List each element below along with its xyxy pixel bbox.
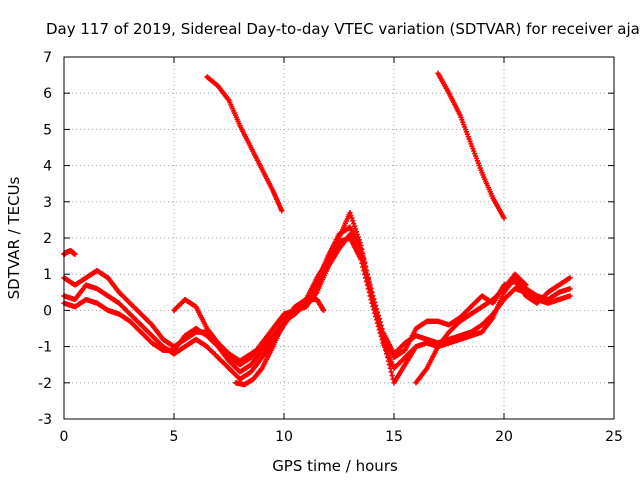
x-tick-label: 10: [275, 429, 293, 445]
x-tick-label: 15: [385, 429, 403, 445]
y-tick-label: 1: [43, 267, 52, 283]
plot-frame: [63, 56, 615, 420]
data-point: [359, 246, 365, 253]
data-point: [523, 282, 529, 288]
data-point: [370, 296, 376, 303]
data-point: [354, 231, 360, 237]
data-point: [383, 347, 389, 353]
data-point: [374, 315, 381, 321]
data-point: [356, 237, 362, 243]
data-point: [384, 354, 391, 361]
series-track-6: [61, 231, 573, 375]
series-track-1: [204, 74, 285, 214]
y-tick-label: -3: [38, 412, 52, 428]
y-tick-label: 0: [43, 303, 52, 319]
data-point: [386, 362, 393, 368]
data-point: [349, 215, 355, 221]
data-point: [362, 259, 368, 265]
x-axis-label: GPS time / hours: [272, 457, 398, 475]
data-point: [351, 220, 357, 227]
data-point: [380, 336, 386, 342]
data-point: [363, 267, 370, 274]
x-tick-label: 25: [605, 429, 623, 445]
x-tick-label: 5: [170, 429, 179, 445]
data-point: [378, 329, 384, 335]
data-point: [389, 372, 395, 379]
x-tick-label: 0: [60, 429, 69, 445]
data-point: [379, 333, 385, 339]
data-point: [366, 280, 372, 286]
data-point: [413, 344, 419, 350]
data-point: [567, 286, 573, 292]
y-tick-label: 4: [43, 159, 52, 175]
data-point: [373, 311, 380, 317]
data-point: [360, 251, 366, 257]
data-point: [357, 239, 363, 246]
y-tick-label: 6: [43, 86, 52, 102]
y-tick-label: -2: [38, 376, 52, 392]
data-point: [351, 223, 358, 229]
y-axis-label: SDTVAR / TECUs: [5, 176, 23, 299]
data-point: [371, 300, 377, 306]
y-tick-label: 2: [43, 231, 52, 247]
y-tick-label: -1: [38, 340, 52, 356]
data-point: [372, 304, 378, 310]
data-point: [72, 251, 78, 257]
data-point: [362, 263, 369, 269]
series-track-8: [233, 296, 327, 388]
data-point: [381, 340, 387, 346]
data-marks: [61, 70, 573, 388]
y-tick-label: 5: [43, 122, 52, 138]
x-tick-label: 20: [495, 429, 513, 445]
data-point: [376, 322, 382, 328]
data-point: [377, 325, 383, 332]
series-track-2: [435, 70, 507, 221]
data-point: [358, 242, 364, 248]
data-point: [367, 284, 373, 291]
data-point: [375, 318, 382, 324]
data-point: [348, 212, 354, 218]
data-point: [321, 307, 327, 313]
data-point: [353, 229, 360, 235]
data-point: [522, 281, 528, 287]
data-point: [501, 215, 507, 221]
y-tick-label: 3: [43, 195, 52, 211]
data-point: [567, 293, 573, 299]
data-point: [365, 276, 371, 282]
data-point: [387, 365, 393, 371]
data-point: [350, 218, 356, 224]
data-point: [384, 351, 390, 357]
data-point: [368, 289, 374, 295]
data-point: [369, 293, 375, 299]
data-point: [279, 208, 285, 214]
data-point: [355, 234, 361, 240]
data-point: [382, 344, 388, 350]
series-track-9: [413, 271, 529, 386]
data-point: [347, 210, 353, 216]
data-point: [373, 307, 379, 313]
data-point: [352, 226, 359, 232]
data-point: [388, 369, 394, 375]
y-tick-label: 7: [43, 50, 52, 66]
chart-title: Day 117 of 2019, Sidereal Day-to-day VTE…: [46, 20, 640, 38]
data-point: [567, 275, 573, 281]
data-point: [364, 272, 371, 278]
data-point: [385, 358, 392, 364]
grid: [64, 57, 614, 419]
data-point: [361, 255, 367, 261]
